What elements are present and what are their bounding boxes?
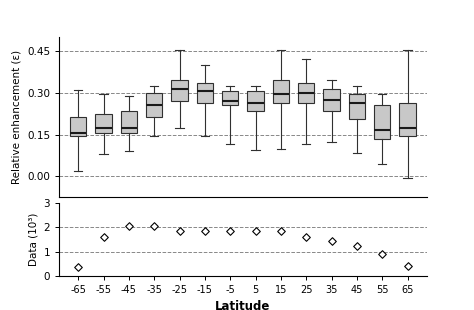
- X-axis label: Latitude: Latitude: [215, 300, 271, 310]
- PathPatch shape: [298, 83, 314, 103]
- Point: [328, 238, 336, 243]
- Point: [404, 264, 411, 269]
- PathPatch shape: [374, 105, 391, 139]
- PathPatch shape: [172, 80, 188, 101]
- Point: [100, 235, 108, 240]
- PathPatch shape: [197, 83, 213, 103]
- Point: [277, 228, 285, 233]
- PathPatch shape: [400, 103, 416, 136]
- PathPatch shape: [95, 114, 112, 133]
- Point: [252, 228, 259, 233]
- Point: [150, 224, 158, 229]
- Point: [176, 228, 183, 233]
- PathPatch shape: [222, 91, 238, 105]
- Point: [378, 252, 386, 257]
- PathPatch shape: [323, 89, 340, 111]
- Y-axis label: Data (10³): Data (10³): [28, 213, 38, 266]
- PathPatch shape: [247, 91, 264, 111]
- Point: [353, 243, 361, 248]
- PathPatch shape: [70, 117, 86, 136]
- Y-axis label: Relative enhancement (ε): Relative enhancement (ε): [11, 50, 21, 184]
- PathPatch shape: [146, 93, 163, 117]
- PathPatch shape: [273, 80, 289, 103]
- Point: [74, 265, 82, 270]
- Point: [201, 228, 209, 233]
- Point: [227, 228, 234, 233]
- PathPatch shape: [349, 94, 365, 119]
- PathPatch shape: [121, 111, 137, 133]
- Point: [125, 224, 133, 229]
- Point: [302, 235, 310, 240]
